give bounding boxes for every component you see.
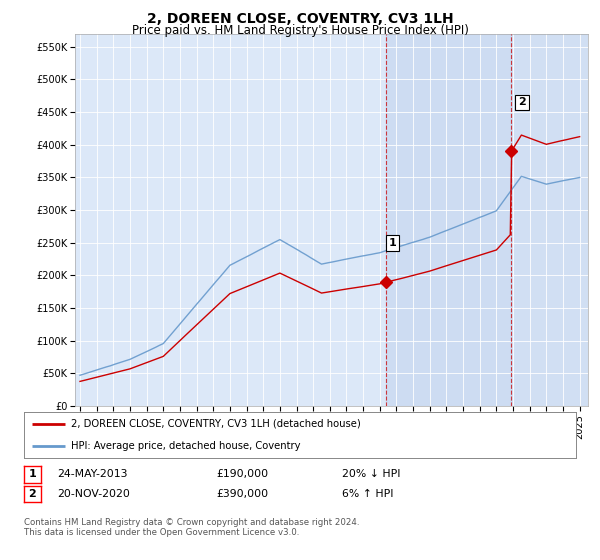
Text: 20% ↓ HPI: 20% ↓ HPI [342,469,401,479]
Text: 2: 2 [29,489,36,499]
Text: 20-NOV-2020: 20-NOV-2020 [57,489,130,499]
Text: Contains HM Land Registry data © Crown copyright and database right 2024.
This d: Contains HM Land Registry data © Crown c… [24,518,359,538]
Text: 1: 1 [29,469,36,479]
Bar [511,34,588,406]
Text: HPI: Average price, detached house, Coventry: HPI: Average price, detached house, Cove… [71,441,301,451]
Text: 2, DOREEN CLOSE, COVENTRY, CV3 1LH (detached house): 2, DOREEN CLOSE, COVENTRY, CV3 1LH (deta… [71,419,361,429]
Text: £190,000: £190,000 [216,469,268,479]
Text: 2, DOREEN CLOSE, COVENTRY, CV3 1LH: 2, DOREEN CLOSE, COVENTRY, CV3 1LH [146,12,454,26]
Text: 6% ↑ HPI: 6% ↑ HPI [342,489,394,499]
Text: 24-MAY-2013: 24-MAY-2013 [57,469,128,479]
Text: Price paid vs. HM Land Registry's House Price Index (HPI): Price paid vs. HM Land Registry's House … [131,24,469,36]
Bar [386,34,511,406]
Text: £390,000: £390,000 [216,489,268,499]
Text: 2: 2 [518,97,526,108]
Text: 1: 1 [389,238,397,248]
